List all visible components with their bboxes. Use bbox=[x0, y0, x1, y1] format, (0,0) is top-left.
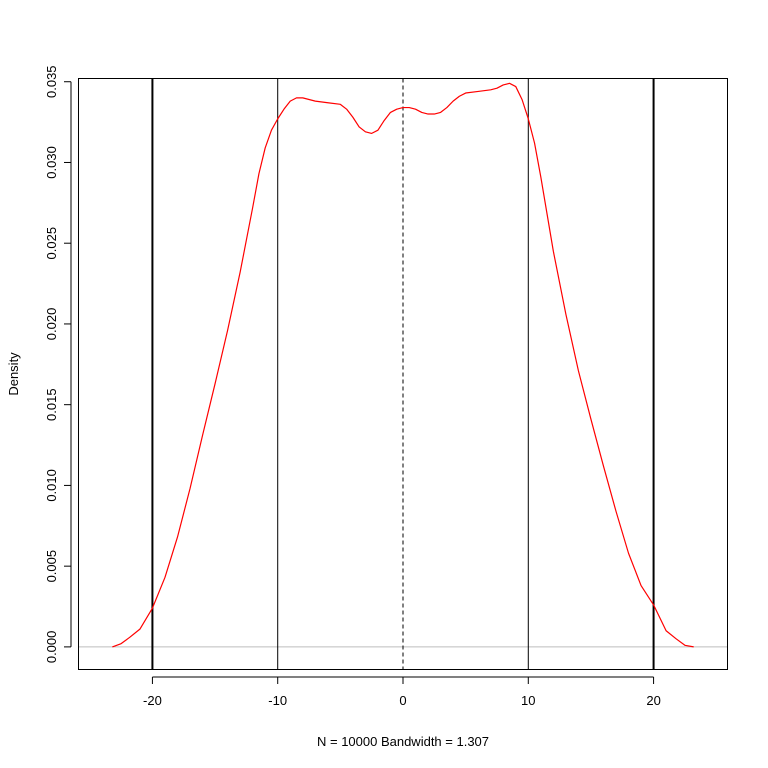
density-curve-line bbox=[112, 82, 694, 648]
plot-frame bbox=[78, 78, 728, 670]
x-tick-label: 10 bbox=[521, 693, 535, 708]
y-axis-label: Density bbox=[6, 352, 21, 396]
y-tick-label: 0.010 bbox=[44, 469, 59, 502]
y-tick-label: 0.025 bbox=[44, 227, 59, 260]
x-tick-label: -10 bbox=[268, 693, 287, 708]
x-tick-label: 0 bbox=[399, 693, 406, 708]
x-tick-label: -20 bbox=[143, 693, 162, 708]
x-axis-label: N = 10000 Bandwidth = 1.307 bbox=[317, 734, 489, 749]
y-tick-label: 0.015 bbox=[44, 388, 59, 421]
y-tick-label: 0.000 bbox=[44, 631, 59, 664]
y-tick-label: 0.020 bbox=[44, 308, 59, 341]
x-tick-label: 20 bbox=[646, 693, 660, 708]
plot-area bbox=[78, 78, 728, 670]
y-tick-label: 0.030 bbox=[44, 146, 59, 179]
axes: -20 -10 0 10 20 0.000 0.005 0.010 0.015 0.020 0.02… bbox=[44, 65, 661, 708]
y-tick-label: 0.005 bbox=[44, 550, 59, 583]
y-tick-label: 0.035 bbox=[44, 65, 59, 98]
